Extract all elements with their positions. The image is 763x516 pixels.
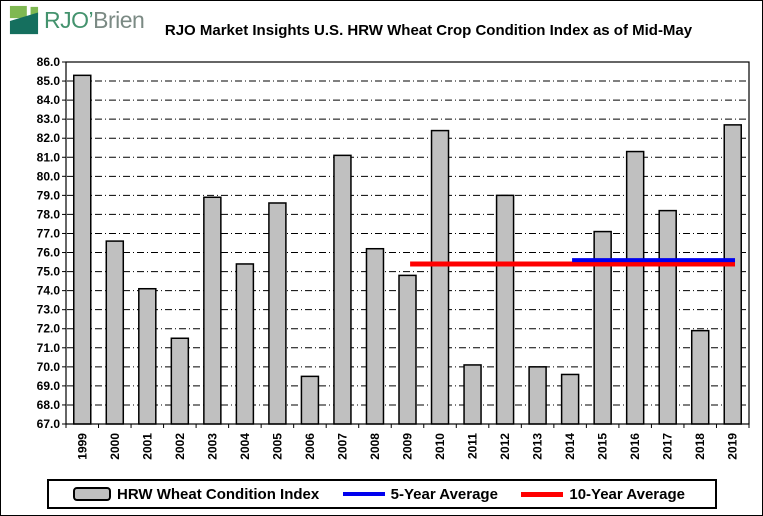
x-label-2000: 2000 [108, 433, 122, 460]
bar-2006 [300, 375, 320, 425]
y-tick-label: 69.0 [37, 379, 61, 393]
y-tick-label: 80.0 [37, 169, 61, 183]
x-label-2019: 2019 [726, 433, 740, 460]
x-label-2001: 2001 [140, 433, 154, 460]
y-tick-label: 67.0 [37, 417, 61, 431]
bar-2002 [170, 337, 190, 425]
legend-label-bars: HRW Wheat Condition Index [117, 485, 320, 503]
x-label-2002: 2002 [173, 433, 187, 460]
y-tick-label: 81.0 [37, 150, 61, 164]
legend-label-10yr: 10-Year Average [569, 485, 685, 503]
y-tick-label: 68.0 [37, 398, 61, 412]
y-tick-label: 72.0 [37, 322, 61, 336]
line-swatch-5yr-icon [342, 492, 385, 496]
x-label-2013: 2013 [531, 433, 545, 460]
chart-legend: HRW Wheat Condition Index 5-Year Average… [47, 479, 717, 509]
bar-2016 [625, 150, 645, 425]
x-label-2015: 2015 [596, 433, 610, 460]
y-tick-label: 82.0 [37, 131, 61, 145]
y-tick-label: 84.0 [37, 93, 61, 107]
x-label-2003: 2003 [205, 433, 219, 460]
x-label-2016: 2016 [628, 433, 642, 460]
y-tick-label: 78.0 [37, 207, 61, 221]
chart-title: RJO Market Insights U.S. HRW Wheat Crop … [164, 22, 693, 39]
x-label-2008: 2008 [368, 433, 382, 460]
y-tick-label: 77.0 [37, 226, 61, 240]
x-label-2011: 2011 [466, 433, 480, 459]
logo-wordmark: RJO’Brien [44, 6, 145, 34]
bar-2010 [430, 129, 450, 425]
bar-2000 [105, 240, 125, 425]
y-tick-label: 85.0 [37, 74, 61, 88]
y-tick-label: 76.0 [37, 246, 61, 260]
legend-item-10yr: 10-Year Average [521, 486, 685, 503]
chart-canvas: 67.0 68.0 69.0 70.0 71.0 72.0 73.0 74.0 75.0 76.0… [37, 55, 750, 460]
legend-item-bars: HRW Wheat Condition Index [73, 486, 319, 503]
x-label-2010: 2010 [433, 433, 447, 460]
bar-2003 [203, 196, 222, 425]
bar-2011 [463, 364, 482, 425]
bar-2012 [495, 194, 515, 425]
x-label-2014: 2014 [563, 433, 577, 460]
x-label-1999: 1999 [75, 433, 89, 460]
logo-text-brien: Brien [93, 6, 145, 33]
bar-1999 [73, 74, 92, 425]
legend-item-5yr: 5-Year Average [342, 485, 498, 503]
y-tick-label: 71.0 [37, 341, 61, 355]
bar-2005 [268, 202, 287, 425]
y-tick-label: 74.0 [37, 284, 61, 298]
x-label-2009: 2009 [401, 433, 415, 460]
x-label-2007: 2007 [335, 433, 349, 460]
bar-2007 [333, 154, 352, 425]
x-label-2018: 2018 [693, 433, 707, 460]
y-tick-label: 70.0 [37, 360, 61, 374]
bar-2004 [235, 263, 255, 425]
y-tick-label: 79.0 [37, 188, 61, 202]
logo-text-rjo: RJO’ [44, 6, 94, 33]
x-label-2005: 2005 [270, 433, 284, 460]
rjo-logo-icon [9, 5, 39, 35]
bar-2017 [658, 209, 677, 425]
bar-swatch-icon [73, 487, 111, 501]
line-swatch-10yr-icon [521, 491, 564, 497]
bar-2013 [528, 366, 547, 425]
y-tick-label: 83.0 [37, 112, 61, 126]
plot-border [65, 61, 750, 425]
bar-2009 [398, 274, 417, 425]
y-tick-label: 75.0 [37, 265, 61, 279]
x-label-2004: 2004 [238, 433, 252, 460]
rjo-obrien-logo: RJO’Brien [9, 5, 145, 35]
y-tick-label: 73.0 [37, 303, 61, 317]
x-label-2017: 2017 [661, 433, 675, 460]
bar-2014 [560, 373, 580, 425]
legend-label-5yr: 5-Year Average [390, 485, 498, 503]
bar-2008 [365, 247, 385, 425]
bar-2001 [138, 287, 157, 425]
x-label-2006: 2006 [303, 433, 317, 460]
bar-2018 [690, 329, 710, 425]
bar-2019 [723, 124, 742, 425]
x-label-2012: 2012 [498, 433, 512, 460]
y-tick-label: 86.0 [37, 55, 61, 69]
